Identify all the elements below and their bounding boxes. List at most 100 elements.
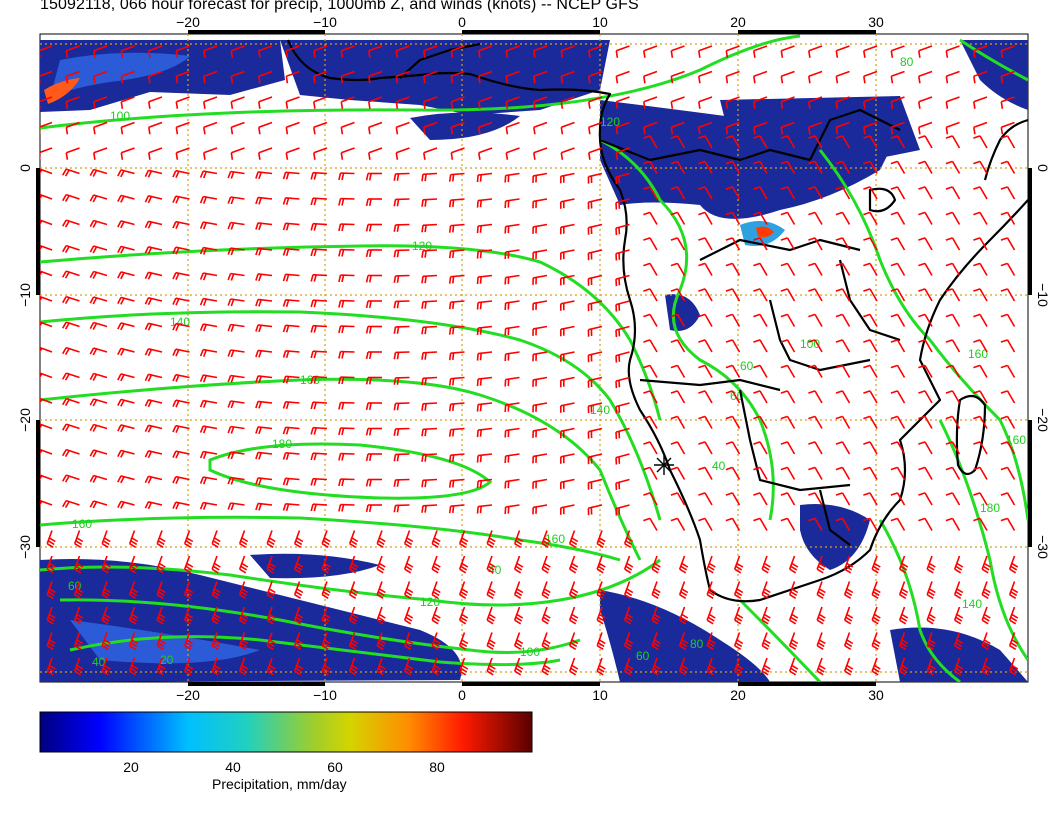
wind-barb-feather [117,246,122,253]
wind-barb [759,364,768,378]
wind-barb-feather [89,194,95,202]
wind-barb-feather [448,506,452,514]
wind-barb-feather [698,288,706,292]
wind-barb-feather [459,594,467,599]
wind-barb [1006,313,1016,327]
wind-barb-feather [368,300,372,309]
wind-barb-feather [808,288,816,292]
wind-barb-feather [404,645,412,650]
wind-barb-feather [103,537,111,543]
wind-barb-feather [478,152,481,160]
wind-barb-feather [267,667,275,673]
wind-barb-feather [147,323,153,331]
wind-barb [973,70,988,78]
wind-barb-feather [74,645,82,650]
wind-barb [671,121,685,129]
wind-barb-feather [376,619,384,625]
wind-barb-feather [101,568,109,574]
wind-barb-feather [62,398,67,406]
wind-barb-feather [341,275,345,283]
wind-barb-feather [598,588,606,594]
wind-barb-feather [258,375,262,384]
wind-barb [759,339,768,353]
wind-barb-feather [202,502,207,510]
wind-barb [422,325,438,329]
wind-barb-feather [266,568,274,574]
wind-barb-feather [341,453,345,461]
wind-barb-feather [516,562,524,568]
wind-barb [918,121,933,129]
wind-barb-feather [569,568,577,574]
wind-barb-feather [285,101,289,109]
wind-barb-feather [890,160,898,165]
wind-barb-feather [487,565,495,571]
wind-barb [396,96,410,103]
wind-barb-feather [40,449,43,455]
wind-barb-feather [476,353,479,361]
wind-barb [924,390,933,404]
wind-barb-feather [211,594,219,599]
wind-barb [643,121,658,129]
wind-barb-feather [708,613,716,619]
wind-barb-feather [872,667,880,673]
wind-barb-feather [597,591,605,597]
lon-tick: −10 [313,14,337,30]
wind-barb-feather [131,694,137,698]
wind-barb-feather [294,543,302,548]
wind-barb-feather [448,225,452,233]
wind-barb [649,364,658,378]
wind-barb-feather [835,76,839,84]
wind-barb-feather [598,562,606,568]
wind-barb [814,466,823,480]
wind-barb-feather [981,568,989,574]
wind-barb-feather [487,591,495,597]
wind-barb-feather [147,247,153,255]
wind-barb-feather [863,517,871,522]
wind-barb-feather [117,348,122,355]
wind-barb-feather [643,492,651,496]
wind-barb-feather [406,639,414,645]
wind-barb-feather [817,642,825,648]
wind-barb [1010,684,1015,697]
wind-barb-feather [835,415,843,420]
lon-ticks-bottom: −20 −10 0 10 20 30 [176,687,884,703]
wind-barb-feather [258,76,261,84]
wind-barb-feather [64,246,70,254]
wind-barb-feather [846,613,854,619]
wind-barb-feather [570,697,576,701]
wind-barb-feather [789,619,797,625]
wind-barb-feather [928,588,936,594]
wind-barb-feather [1009,670,1017,676]
wind-barb-feather [227,196,232,204]
wind-barb-feather [945,390,953,394]
wind-barb-feather [505,101,509,109]
wind-barb-feather [175,451,180,459]
wind-barb-feather [789,645,797,650]
wind-barb-feather [421,327,424,335]
wind-barb-feather [230,197,235,205]
wind-barb-feather [65,127,69,135]
wind-barb-feather [404,543,412,548]
wind-barb-feather [321,619,329,625]
wind-barb-feather [863,492,871,496]
wind-barb-feather [368,101,371,109]
wind-barb-feather [973,466,981,471]
wind-barb-feather [725,517,733,522]
wind-barb-feather [310,478,314,486]
wind-barb-feather [321,594,329,599]
wind-barb [368,45,383,52]
wind-barb-feather [516,639,524,645]
wind-barb-feather [643,135,651,139]
wind-barb [40,96,53,103]
wind-barb-feather [899,619,907,625]
wind-barb-feather [615,127,619,135]
wind-barb [203,121,218,129]
wind-barb-feather [708,694,714,698]
wind-barb [176,96,190,103]
wind-barb-feather [405,565,413,571]
wind-barb-feather [241,537,249,543]
wind-barb-feather [624,543,632,548]
wind-barb-feather [350,642,358,648]
wind-barb-feather [282,427,287,435]
wind-barb-feather [761,670,769,676]
